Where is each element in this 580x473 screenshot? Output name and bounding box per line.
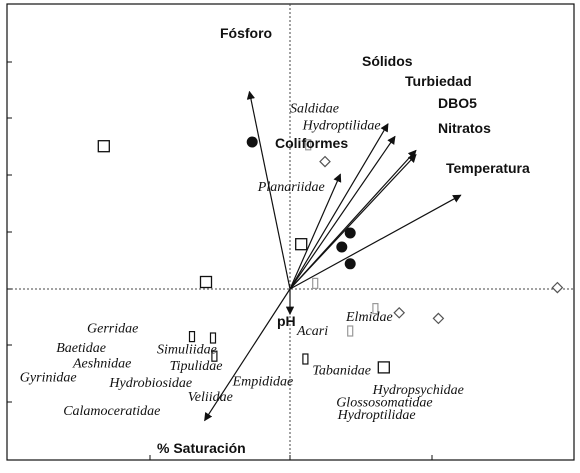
- taxon-label-aeshnidae: Aeshnidae: [72, 356, 131, 371]
- site-marker-filled-circle: [246, 136, 258, 148]
- site-marker-open-square: [199, 275, 213, 289]
- taxon-label-gyrinidae: Gyrinidae: [20, 370, 77, 385]
- vector-label-dbo5: DBO5: [438, 95, 477, 111]
- site-marker-filled-circle: [344, 227, 356, 239]
- site-marker-black-rect: [211, 350, 218, 362]
- site-marker-open-diamond: [393, 306, 406, 319]
- vector-coliformes-arrow: [289, 173, 342, 290]
- site-marker-gray-rect: [372, 303, 379, 315]
- site-marker-open-diamond: [319, 155, 331, 168]
- site-marker-gray-rect: [305, 139, 312, 151]
- site-marker-black-rect: [188, 331, 196, 343]
- taxon-label-hydropsychidae: Hydropsychidae: [372, 383, 464, 398]
- vector-temperatura-arrow: [289, 194, 462, 290]
- site-marker-open-square: [97, 140, 110, 153]
- vector-label-saturacion: % Saturación: [157, 440, 246, 456]
- site-marker-open-square: [377, 361, 390, 374]
- taxon-label-tabanidae: Tabanidae: [312, 363, 371, 378]
- taxon-label-veliidae: Veliidae: [188, 390, 233, 405]
- taxon-label-elmidae: Elmidae: [345, 310, 393, 325]
- taxon-label-calamoceratidae: Calamoceratidae: [63, 404, 160, 419]
- vector-turbiedad-arrow: [289, 135, 396, 290]
- site-marker-open-diamond: [432, 312, 445, 325]
- vector-nitratos-arrow: [289, 153, 417, 290]
- taxon-label-saldidae: Saldidae: [290, 102, 339, 117]
- vector-label-temperatura: Temperatura: [446, 160, 530, 176]
- vector-label-nitratos: Nitratos: [438, 120, 491, 136]
- site-marker-gray-rect: [347, 325, 354, 337]
- taxon-label-glossosomatidae: Glossosomatidae: [336, 396, 432, 411]
- vector-label-solidos: Sólidos: [362, 53, 413, 69]
- site-marker-black-rect: [302, 353, 309, 365]
- taxon-label-planariidae: Planariidae: [257, 180, 325, 195]
- vector-label-ph: pH: [277, 313, 296, 329]
- vector-label-fosforo: Fósforo: [220, 25, 272, 41]
- vector-label-turbiedad: Turbiedad: [405, 73, 472, 89]
- taxon-label-acari: Acari: [296, 324, 328, 339]
- taxon-label-hydrobiosidae: Hydrobiosidae: [108, 376, 192, 391]
- taxon-label-gerridae: Gerridae: [87, 321, 138, 336]
- taxon-label-empididae: Empididae: [232, 375, 294, 390]
- vector-solidos-arrow: [289, 123, 389, 290]
- site-marker-filled-circle: [336, 241, 348, 253]
- taxon-label-simuliidae: Simuliidae: [157, 342, 217, 357]
- vector-label-coliformes: Coliformes: [275, 135, 348, 151]
- site-marker-gray-rect: [312, 277, 319, 289]
- taxon-label-tipulidae: Tipulidae: [170, 359, 223, 374]
- taxon-label-hydroptilidae: Hydroptilidae: [302, 118, 381, 133]
- vector-fosforo-arrow: [246, 90, 291, 290]
- taxon-label-baetidae: Baetidae: [56, 341, 106, 356]
- site-marker-open-diamond: [551, 281, 564, 294]
- site-marker-black-rect: [209, 332, 217, 344]
- taxon-label-hydroptilidae: Hydroptilidae: [337, 408, 416, 423]
- site-marker-open-square: [295, 238, 308, 251]
- vector-saturacion-arrow: [204, 288, 291, 422]
- site-marker-filled-circle: [344, 258, 356, 270]
